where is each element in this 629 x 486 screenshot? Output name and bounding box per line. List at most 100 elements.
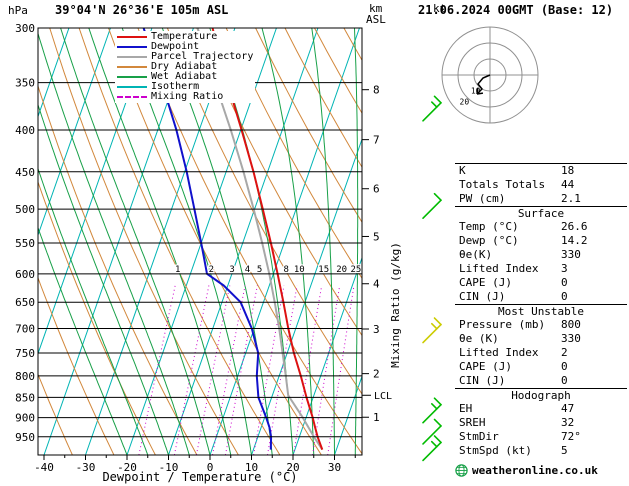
pressure-tick-label: 350 — [15, 77, 35, 90]
index-label: SREH — [459, 416, 486, 429]
isotherm-line — [38, 28, 111, 237]
index-value: 44 — [561, 178, 575, 191]
legend-item: Temperature — [117, 32, 253, 42]
km-tick-label: 5 — [373, 230, 380, 243]
mixing-ratio-line — [195, 285, 231, 455]
table-row: StmSpd (kt) 5 — [455, 444, 627, 458]
index-value: 47 — [561, 402, 575, 415]
legend-item: Isotherm — [117, 82, 253, 92]
index-label: CAPE (J) — [459, 276, 512, 289]
table-row: Totals Totals 44 — [455, 178, 627, 192]
km-tick-label: 2 — [373, 368, 380, 381]
mixing-ratio-line — [327, 285, 355, 455]
index-label: Pressure (mb) — [459, 318, 546, 331]
table-row: Lifted Index 3 — [455, 262, 627, 276]
table-row: CIN (J) 0 — [455, 374, 627, 388]
index-value: 18 — [561, 164, 575, 177]
mixing-ratio-line — [212, 285, 246, 455]
index-label: Lifted Index — [459, 262, 539, 275]
temperature-curve — [211, 28, 324, 450]
brand-text: weatheronline.co.uk — [472, 464, 598, 477]
wind-barb — [422, 435, 442, 462]
table-row: Temp (°C) 26.6 — [455, 220, 627, 234]
skewt-diagram: hPa km ASL Mixing Ratio (g/kg) Dewpoint … — [8, 2, 442, 484]
pressure-tick-label: 700 — [15, 323, 35, 336]
dry-adiabat-line-swatch — [117, 66, 147, 68]
mixing-ratio-line — [138, 285, 176, 455]
legend-label: Parcel Trajectory — [151, 51, 254, 62]
pressure-unit-label: hPa — [8, 4, 28, 17]
index-label: Totals Totals — [459, 178, 546, 191]
table-row: K 18 — [455, 164, 627, 178]
section-title: Surface — [455, 206, 627, 220]
table-row: Lifted Index 2 — [455, 346, 627, 360]
dry-adiabat-line — [225, 28, 362, 280]
km-tick-label: 7 — [373, 134, 380, 147]
plot-border — [37, 27, 363, 456]
table-row: θe (K) 330 — [455, 332, 627, 346]
legend-item: Dewpoint — [117, 42, 253, 52]
index-value: 330 — [561, 248, 581, 261]
dry-adiabat-line — [284, 28, 362, 169]
legend-label: Dry Adiabat — [151, 61, 218, 72]
index-value: 0 — [561, 374, 568, 387]
index-value: 800 — [561, 318, 581, 331]
temp-tick-label: -20 — [117, 461, 137, 474]
index-value: 0 — [561, 276, 568, 289]
wind-barb — [422, 418, 442, 445]
x-axis-label: Dewpoint / Temperature (°C) — [102, 470, 297, 484]
mixing-ratio-value-label: 15 — [318, 265, 329, 275]
pressure-tick-label: 750 — [15, 347, 35, 360]
hodograph-unit-label: kt — [433, 2, 446, 15]
isotherm-line — [209, 28, 360, 455]
section-title: Most Unstable — [455, 304, 627, 318]
wet-adiabat-line-swatch — [117, 76, 147, 78]
km-tick-label: 3 — [373, 323, 380, 336]
temp-tick-label: 0 — [207, 461, 214, 474]
mixing-ratio-value-label: 2 — [209, 265, 214, 275]
temp-tick-label: 10 — [245, 461, 258, 474]
globe-icon — [455, 464, 468, 477]
mixing-ratio-value-label: 5 — [257, 265, 262, 275]
legend-item: Dry Adiabat — [117, 62, 253, 72]
mixing-ratio-value-label: 8 — [283, 265, 288, 275]
index-label: Temp (°C) — [459, 220, 519, 233]
index-label: CAPE (J) — [459, 360, 512, 373]
table-row: SREH 32 — [455, 416, 627, 430]
index-label: StmSpd (kt) — [459, 444, 532, 457]
mixing-ratio-value-label: 3 — [229, 265, 234, 275]
wind-barb — [422, 397, 442, 424]
index-value: 26.6 — [561, 220, 588, 233]
index-value: 32 — [561, 416, 575, 429]
km-tick-label: 1 — [373, 411, 380, 424]
table-row: StmDir 72° — [455, 430, 627, 444]
table-row: PW (cm) 2.1 — [455, 192, 627, 206]
isotherm-line — [168, 28, 319, 455]
wind-barb — [422, 192, 442, 219]
temp-tick-label: 20 — [286, 461, 299, 474]
pressure-tick-label: 650 — [15, 296, 35, 309]
index-value: 2.1 — [561, 192, 581, 205]
hodograph-trace-arrow — [476, 92, 484, 95]
mixing-ratio-line-swatch — [117, 96, 147, 98]
mixing-ratio-value-label: 20 — [336, 265, 347, 275]
legend-item: Wet Adiabat — [117, 72, 253, 82]
legend-item: Parcel Trajectory — [117, 52, 253, 62]
pressure-tick-label: 500 — [15, 203, 35, 216]
index-value: 5 — [561, 444, 568, 457]
mixing-ratio-axis-label: Mixing Ratio (g/kg) — [389, 242, 402, 368]
pressure-tick-label: 550 — [15, 237, 35, 250]
index-label: θe(K) — [459, 248, 493, 261]
pressure-tick-label: 450 — [15, 166, 35, 179]
table-row: θe(K) 330 — [455, 248, 627, 262]
index-label: CIN (J) — [459, 374, 506, 387]
temp-tick-label: -40 — [34, 461, 54, 474]
table-row: Pressure (mb) 800 — [455, 318, 627, 332]
km-tick-label: 8 — [373, 84, 380, 97]
temp-tick-label: -30 — [76, 461, 96, 474]
index-label: Lifted Index — [459, 346, 539, 359]
legend-item: Mixing Ratio — [117, 92, 253, 102]
km-tick-label: 4 — [373, 278, 380, 291]
pressure-tick-label: 850 — [15, 391, 35, 404]
